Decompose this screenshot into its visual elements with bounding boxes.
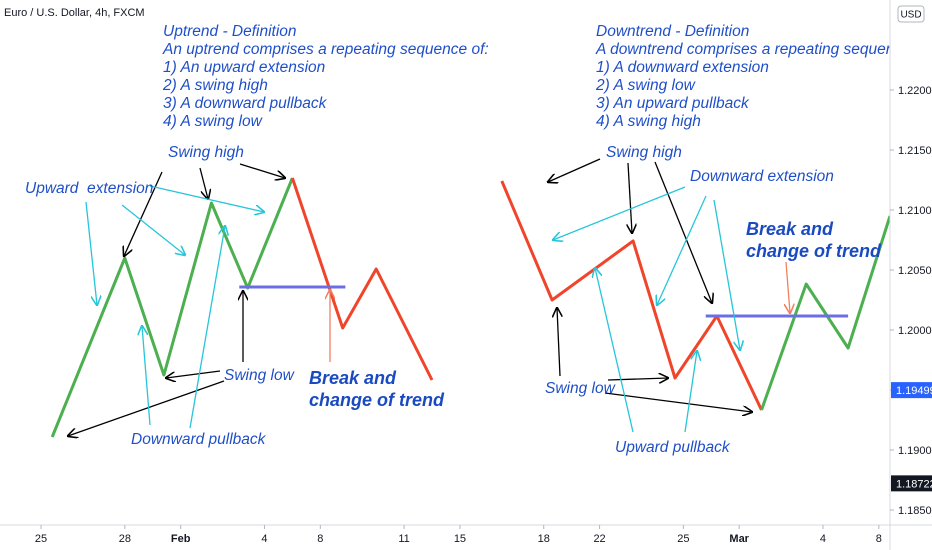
annotation: 1) A downward extension	[596, 59, 769, 76]
arrow	[142, 326, 151, 426]
annotation: 2) A swing low	[595, 77, 697, 94]
annotation: 4) A swing high	[596, 113, 701, 130]
arrow	[68, 380, 225, 436]
trend-line	[50, 177, 294, 438]
x-tick-label: 18	[538, 533, 550, 545]
annotation: Swing high	[168, 144, 244, 161]
annotation: 3) A downward pullback	[163, 95, 328, 112]
annotation: Downtrend - Definition	[596, 23, 749, 40]
x-tick-label: 22	[593, 533, 605, 545]
y-tick-label: 1.22000	[898, 85, 932, 97]
arrow	[713, 199, 740, 350]
annotation: 3) An upward pullback	[596, 95, 750, 112]
arrow	[628, 162, 632, 233]
price-axis-bg	[890, 0, 932, 550]
annotation: 2) A swing high	[162, 77, 268, 94]
currency: USD	[900, 10, 921, 21]
x-tick-label: 4	[261, 533, 267, 545]
annotation: A downtrend comprises a repeating sequen…	[595, 41, 932, 58]
price-label: 1.18722	[896, 478, 932, 490]
annotation: Downward extension	[690, 168, 834, 185]
x-tick-label: Feb	[171, 533, 191, 545]
annotation: Swing low	[224, 367, 296, 384]
x-tick-label: 25	[35, 533, 47, 545]
arrow	[166, 370, 221, 378]
arrow	[121, 204, 185, 255]
x-tick-label: 25	[677, 533, 689, 545]
trend-line	[290, 177, 434, 381]
annotation: change of trend	[746, 241, 882, 261]
annotation: Break and	[309, 368, 397, 388]
annotation: An uptrend comprises a repeating sequenc…	[162, 41, 489, 58]
arrow	[657, 195, 707, 305]
price-label: 1.19499	[896, 385, 932, 397]
annotation: Uptrend - Definition	[163, 23, 297, 40]
x-tick-label: 4	[820, 533, 826, 545]
price-label-box	[891, 382, 932, 399]
arrow	[149, 185, 264, 212]
y-tick-label: 1.20500	[898, 265, 932, 277]
arrow	[189, 226, 225, 429]
annotation: Upward pullback	[615, 439, 731, 456]
arrow	[124, 171, 163, 256]
arrow	[199, 167, 208, 199]
currency-box[interactable]	[897, 5, 925, 23]
x-tick-label: 15	[454, 533, 466, 545]
y-tick-label: 1.21500	[898, 145, 932, 157]
price-label-box	[891, 475, 932, 492]
trend-line	[500, 180, 763, 411]
annotation: Swing low	[545, 380, 617, 397]
y-tick-label: 1.21000	[898, 205, 932, 217]
x-tick-label: 8	[876, 533, 882, 545]
y-tick-label: 1.19000	[898, 445, 932, 457]
y-tick-label: 1.18500	[898, 505, 932, 517]
arrow	[557, 308, 560, 377]
arrow	[786, 261, 790, 313]
x-tick-label: Mar	[729, 533, 749, 545]
arrow	[595, 268, 634, 433]
annotation: Swing high	[606, 144, 682, 161]
arrow	[684, 351, 697, 433]
annotations: Uptrend - Definition An uptrend comprise…	[25, 23, 932, 456]
x-tick-label: 8	[317, 533, 323, 545]
arrow	[604, 392, 752, 412]
annotation: 4) A swing low	[163, 113, 264, 130]
annotation: Downward pullback	[131, 431, 267, 448]
arrow	[654, 161, 712, 303]
arrow	[607, 378, 668, 380]
annotation: Break and	[746, 219, 834, 239]
arrows	[68, 158, 790, 436]
arrow	[239, 163, 285, 178]
time-axis-bg	[0, 525, 932, 550]
plot-area	[50, 177, 892, 438]
arrow	[548, 158, 601, 182]
annotation: change of trend	[309, 390, 445, 410]
x-tick-label: 28	[119, 533, 131, 545]
annotation: 1) An upward extension	[163, 59, 325, 76]
symbol-legend: Euro / U.S. Dollar, 4h, FXCM	[4, 7, 145, 19]
y-tick-label: 1.20000	[898, 325, 932, 337]
annotation: Upward extension	[25, 180, 153, 197]
arrow	[553, 186, 686, 240]
arrow	[85, 201, 97, 305]
x-tick-label: 11	[398, 533, 409, 545]
